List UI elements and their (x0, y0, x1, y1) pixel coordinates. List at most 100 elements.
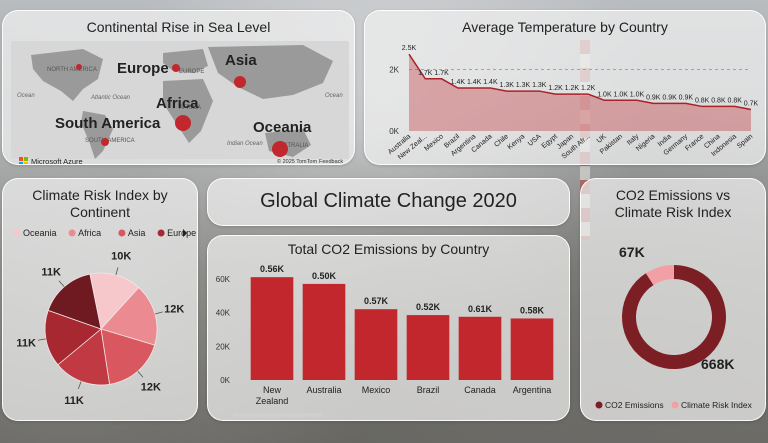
temperature-data-label: 1.7K (418, 70, 433, 77)
north-america-shape (31, 49, 103, 101)
pie-legend-marker (118, 229, 126, 237)
temperature-area (409, 54, 751, 131)
temperature-data-label: 1.4K (451, 79, 466, 86)
temperature-x-tick: Nigeria (635, 133, 657, 153)
horizontal-scrollbar[interactable] (233, 413, 323, 417)
co2-bar[interactable] (510, 318, 554, 380)
co2-bar[interactable] (250, 277, 294, 380)
pie-leader-line (37, 338, 46, 341)
pie-slice[interactable] (100, 286, 158, 346)
pie-legend-label[interactable]: Europe (167, 228, 196, 238)
co2-data-label: 0.58K (520, 305, 545, 315)
legend-next-arrow-icon[interactable] (183, 229, 187, 237)
south-america-shape (81, 111, 113, 159)
co2-vs-risk-card[interactable]: CO2 Emissions vs Climate Risk Index 67K 6… (580, 178, 766, 421)
temperature-x-tick: Mexico (423, 133, 445, 153)
map-label-ocean-east: Ocean (325, 93, 343, 99)
donut-label-risk: 67K (619, 244, 645, 260)
pie-data-label: 11K (64, 395, 84, 407)
temperature-data-label: 1.3K (516, 82, 531, 89)
pie-legend-label[interactable]: Africa (78, 228, 101, 238)
pie-leader-line (137, 370, 144, 378)
pie-slice[interactable] (100, 328, 156, 385)
map-label-africa: AFRICA (179, 105, 201, 111)
co2-x-tick: Argentina (513, 385, 552, 395)
donut-legend-marker (671, 401, 679, 409)
pie-data-label: 12K (164, 304, 184, 316)
map-copyright: © 2025 TomTom (277, 158, 317, 165)
temperature-y-tick: 0K (389, 127, 399, 136)
bubble-africa[interactable] (175, 115, 191, 131)
co2-x-tick: New (263, 385, 282, 395)
co2-emissions-card[interactable]: Total CO2 Emissions by Country 0K 20K 40K 6… (207, 235, 570, 421)
pie-leader-line (77, 381, 82, 389)
co2-data-label: 0.61K (468, 304, 493, 314)
temperature-data-label: 1.7K (434, 70, 449, 77)
temperature-line (408, 53, 752, 111)
co2-bar[interactable] (406, 315, 450, 380)
donut-legend-label[interactable]: CO2 Emissions (605, 400, 664, 410)
bubble-oceania[interactable] (272, 141, 288, 157)
co2-bar[interactable] (302, 283, 346, 380)
pie-data-label: 11K (16, 337, 36, 349)
bubble-asia[interactable] (234, 76, 246, 88)
climate-risk-card[interactable]: Climate Risk Index by Continent Oceania A… (2, 178, 198, 421)
pie-leader-line (154, 311, 163, 315)
map-label-australia: AUSTRALIA (275, 143, 308, 149)
pie-slice[interactable] (89, 272, 140, 330)
donut-legend-label[interactable]: Climate Risk Index (681, 400, 753, 410)
pie-legend-label[interactable]: Oceania (23, 228, 57, 238)
co2-bar[interactable] (354, 309, 398, 380)
bubble-label-europe: Europe (117, 60, 169, 77)
map-visual[interactable]: NORTH AMERICA EUROPE Atlantic Ocean AFRI… (3, 11, 355, 165)
temperature-data-label: 1.2K (581, 85, 596, 92)
bubble-label-oceania: Oceania (253, 119, 312, 136)
temperature-data-label: 0.9K (679, 94, 694, 101)
co2-x-tick: Australia (306, 385, 341, 395)
temperature-data-label: 1.4K (483, 79, 498, 86)
temperature-x-tick: UK (596, 133, 608, 145)
bubble-label-south-america: South America (55, 115, 161, 132)
donut-slice[interactable] (645, 265, 674, 286)
sea-level-map-card[interactable]: Continental Rise in Sea Level NORTH AMER… (2, 10, 355, 165)
temperature-data-label: 0.7K (744, 101, 759, 108)
bubble-label-africa: Africa (156, 95, 199, 112)
temperature-x-tick: Kenya (507, 133, 527, 151)
co2-x-tick: Canada (464, 385, 496, 395)
temperature-data-label: 0.9K (662, 94, 677, 101)
africa-shape (163, 79, 213, 143)
map-label-europe: EUROPE (179, 69, 204, 75)
pie-leader-line (115, 267, 119, 276)
climate-risk-pie-chart[interactable]: Oceania Africa Asia Europe 10K 12K 12K 11K 11K 11… (3, 179, 198, 421)
co2-vs-risk-donut-chart[interactable]: 67K 668K CO2 Emissions Climate Risk Index (581, 179, 766, 421)
temperature-data-label: 1.0K (597, 91, 612, 98)
co2-bar[interactable] (458, 316, 502, 380)
co2-title: Total CO2 Emissions by Country (287, 241, 490, 257)
co2-data-label: 0.50K (312, 271, 337, 281)
map-label-north-america: NORTH AMERICA (47, 67, 97, 73)
co2-x-tick: Mexico (362, 385, 391, 395)
temperature-y-tick: 2K (389, 66, 399, 75)
pie-data-label: 10K (111, 251, 131, 263)
dashboard-title: Global Climate Change 2020 (260, 190, 517, 212)
bubble-south-america[interactable] (101, 138, 109, 146)
donut-slice[interactable] (622, 265, 726, 369)
donut-label-co2: 668K (701, 356, 734, 372)
temperature-data-label: 0.9K (646, 94, 661, 101)
bubble-label-asia: Asia (225, 52, 257, 69)
avg-temperature-card[interactable]: Average Temperature by Country 0K 2K 2.5K A… (364, 10, 766, 165)
map-label-south-america: SOUTH AMERICA (85, 138, 135, 144)
co2-data-label: 0.52K (416, 302, 441, 312)
temperature-data-label: 1.3K (532, 82, 547, 89)
temperature-title: Average Temperature by Country (462, 19, 668, 35)
map-feedback-link[interactable]: Feedback (319, 159, 343, 165)
temperature-data-label: 0.8K (695, 97, 710, 104)
temperature-data-label: 0.8K (711, 97, 726, 104)
pie-legend-marker (13, 229, 21, 237)
bubble-north-america[interactable] (76, 64, 82, 70)
pie-data-label: 12K (141, 381, 161, 393)
pie-legend-label[interactable]: Asia (128, 228, 146, 238)
bubble-europe[interactable] (172, 64, 180, 72)
